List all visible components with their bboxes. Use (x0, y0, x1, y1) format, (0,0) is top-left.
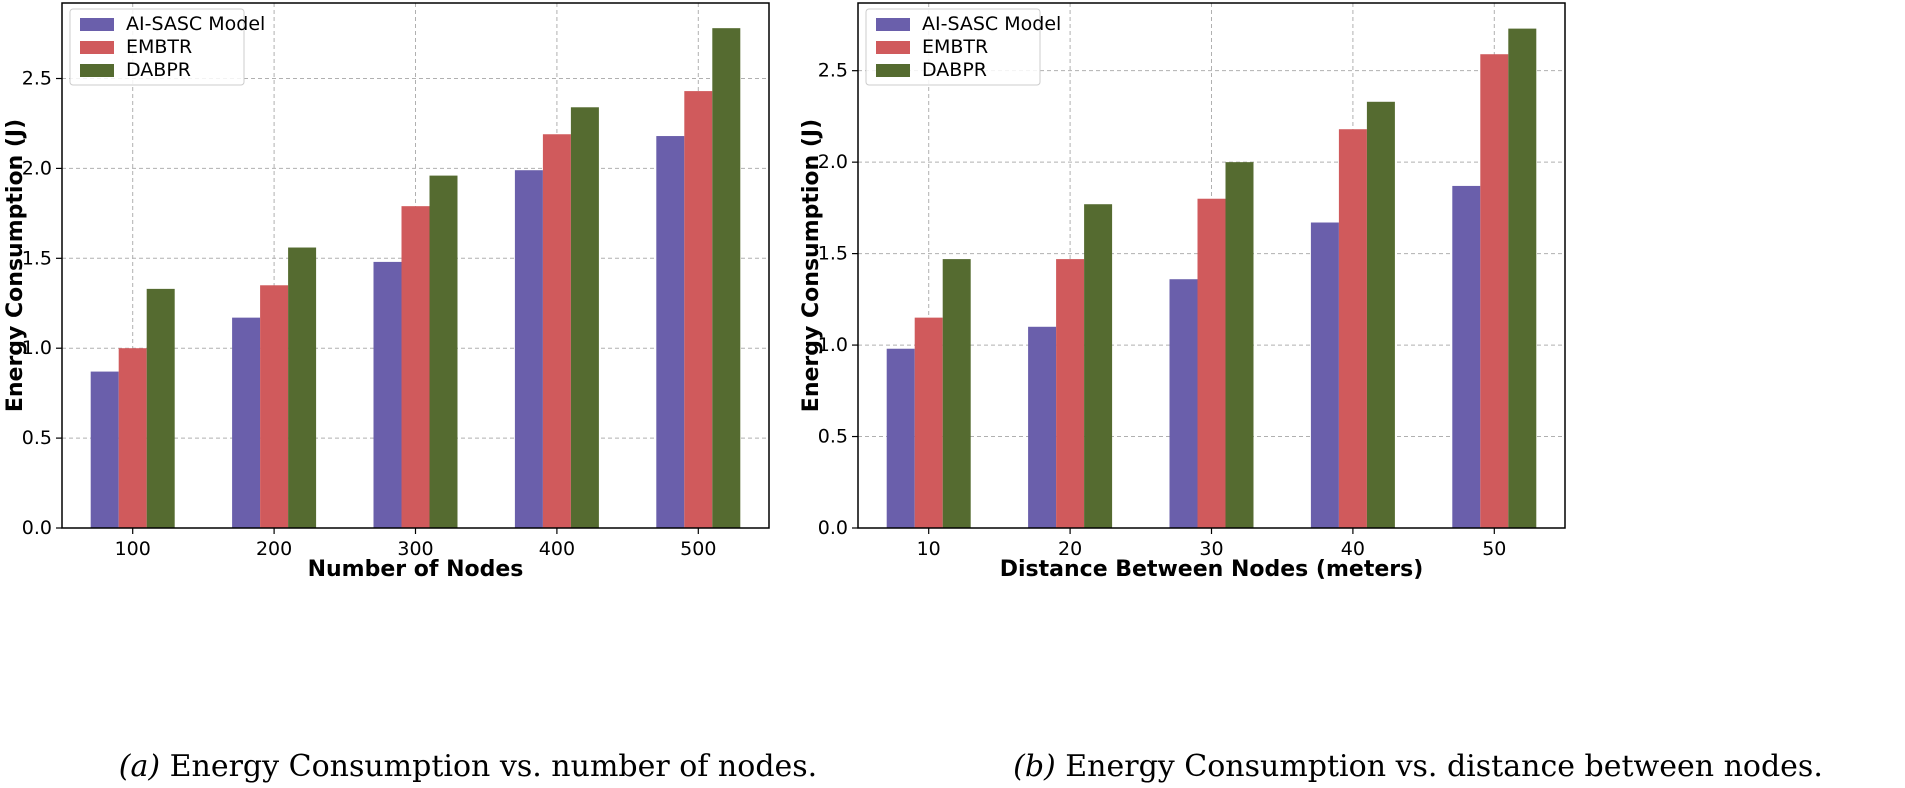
bar-a-ai-sasc-model-400 (514, 170, 543, 528)
legend-label-b-embtr: EMBTR (922, 36, 988, 58)
caption-a-label: (a) (119, 749, 160, 784)
ytick-label-b-0: 0.0 (818, 517, 848, 539)
bar-b-dabpr-40 (1366, 101, 1395, 528)
chart-energy-vs-nodes: 0.0 0.5 1.0 1.5 2.0 2.5 100 200 300 400 500 Number … (3, 2, 770, 582)
bar-b-dabpr-20 (1084, 204, 1113, 528)
legend-label-a-embtr: EMBTR (126, 36, 192, 58)
bar-a-dabpr-500 (712, 28, 741, 528)
bar-b-dabpr-10 (942, 259, 971, 528)
bar-a-ai-sasc-model-500 (656, 136, 685, 528)
y-axis-label-b: Energy Consumption (J) (799, 119, 824, 412)
xtick-label-a-4: 500 (680, 538, 716, 560)
bar-b-embtr-30 (1197, 198, 1226, 529)
x-axis-label-b: Distance Between Nodes (meters) (1000, 557, 1424, 582)
bar-a-dabpr-200 (288, 247, 317, 528)
caption-b-label: (b) (1013, 749, 1056, 784)
caption-b-text: Energy Consumption vs. distance between … (1056, 749, 1823, 784)
legend-swatch-b-dabpr (876, 64, 910, 77)
chart-energy-vs-distance: 0.0 0.5 1.0 1.5 2.0 2.5 10 20 30 40 50 Distance Bet… (799, 2, 1566, 582)
xtick-label-b-2: 30 (1199, 538, 1223, 560)
xtick-label-a-2: 300 (397, 538, 433, 560)
bar-b-embtr-40 (1338, 129, 1367, 528)
caption-b: (b) Energy Consumption vs. distance betw… (1013, 749, 1823, 784)
bar-b-dabpr-30 (1225, 162, 1254, 528)
bar-a-dabpr-400 (570, 107, 599, 528)
bar-b-embtr-20 (1056, 259, 1085, 528)
bar-b-ai-sasc-model-30 (1169, 279, 1198, 528)
bar-a-embtr-100 (118, 348, 147, 528)
bar-b-ai-sasc-model-40 (1310, 222, 1339, 528)
legend-swatch-a-embtr (80, 41, 114, 54)
ytick-label-a-3: 1.5 (22, 247, 52, 269)
caption-a-text: Energy Consumption vs. number of nodes. (160, 749, 817, 784)
ytick-label-a-4: 2.0 (22, 157, 52, 179)
x-axis-label-a: Number of Nodes (308, 557, 524, 582)
y-axis-label-a: Energy Consumption (J) (3, 119, 28, 412)
bar-a-ai-sasc-model-200 (232, 317, 261, 528)
bar-b-ai-sasc-model-50 (1452, 185, 1481, 529)
legend-label-b-ai-sasc-model: AI-SASC Model (922, 13, 1061, 35)
legend-label-a-ai-sasc-model: AI-SASC Model (126, 13, 265, 35)
xtick-label-b-4: 50 (1482, 538, 1506, 560)
xtick-label-b-1: 20 (1058, 538, 1082, 560)
caption-a: (a) Energy Consumption vs. number of nod… (119, 749, 817, 784)
legend-swatch-b-ai-sasc-model (876, 18, 910, 31)
bar-a-ai-sasc-model-100 (90, 371, 119, 528)
bar-b-embtr-10 (914, 317, 943, 528)
bar-b-ai-sasc-model-10 (886, 348, 915, 528)
legend-label-a-dabpr: DABPR (126, 59, 191, 81)
ytick-label-a-5: 2.5 (22, 68, 52, 90)
xtick-label-a-0: 100 (115, 538, 151, 560)
ytick-label-b-3: 1.5 (818, 243, 848, 265)
xtick-label-b-0: 10 (917, 538, 941, 560)
bar-b-embtr-50 (1480, 54, 1509, 528)
ytick-label-a-1: 0.5 (22, 427, 52, 449)
xtick-label-a-3: 400 (539, 538, 575, 560)
bar-b-ai-sasc-model-20 (1028, 326, 1057, 528)
ytick-label-b-1: 0.5 (818, 426, 848, 448)
legend-swatch-b-embtr (876, 41, 910, 54)
legend-swatch-a-dabpr (80, 64, 114, 77)
bar-a-embtr-500 (684, 91, 713, 529)
bar-a-embtr-300 (401, 206, 430, 529)
bar-a-embtr-400 (542, 134, 571, 528)
ytick-label-b-5: 2.5 (818, 60, 848, 82)
xtick-label-a-1: 200 (256, 538, 292, 560)
legend-swatch-a-ai-sasc-model (80, 18, 114, 31)
bar-a-dabpr-300 (429, 175, 458, 529)
ytick-label-b-4: 2.0 (818, 151, 848, 173)
ytick-label-a-0: 0.0 (22, 517, 52, 539)
ytick-label-b-2: 1.0 (818, 334, 848, 356)
ytick-label-a-2: 1.0 (22, 337, 52, 359)
bar-a-embtr-200 (260, 285, 289, 528)
bar-a-ai-sasc-model-300 (373, 261, 402, 528)
bar-a-dabpr-100 (146, 288, 175, 528)
legend-label-b-dabpr: DABPR (922, 59, 987, 81)
bar-b-dabpr-50 (1508, 28, 1537, 529)
xtick-label-b-3: 40 (1341, 538, 1365, 560)
